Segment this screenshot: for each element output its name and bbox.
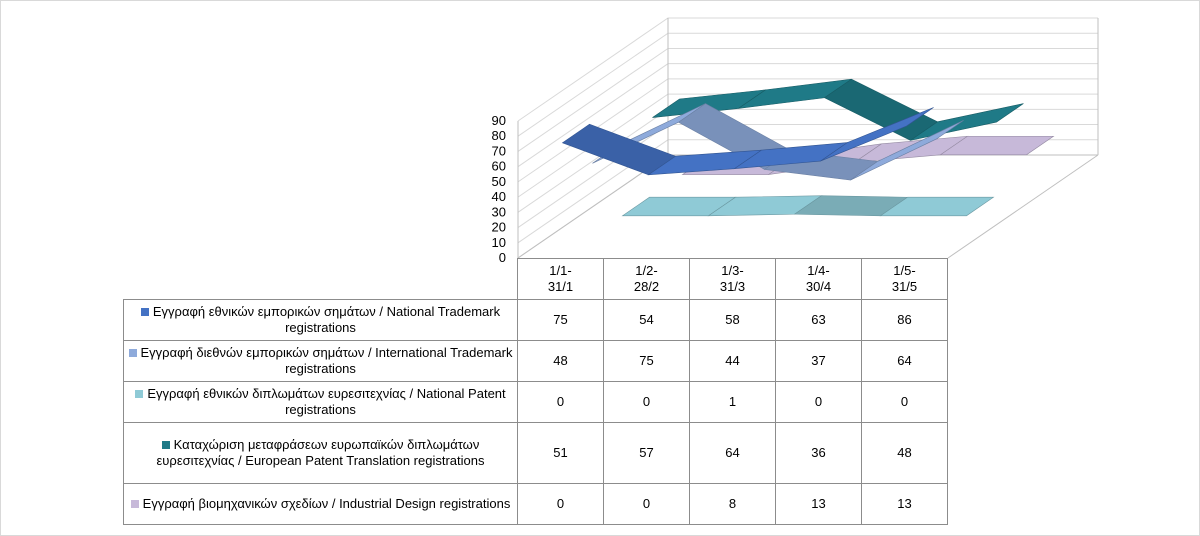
data-value-s1-c2: 54 [603, 299, 690, 341]
legend-key-5 [130, 500, 139, 508]
legend-key-4 [161, 441, 170, 449]
series-name: Εγγραφή βιομηχανικών σχεδίων / Industria… [142, 496, 511, 511]
data-value-s4-c2: 57 [603, 422, 690, 484]
series-ribbon-4 [652, 78, 1024, 141]
data-value-s4-c4: 36 [775, 422, 862, 484]
y-tick-label-80: 80 [492, 128, 506, 143]
data-value-s2-c5: 64 [861, 340, 948, 382]
data-value-s5-c3: 8 [689, 483, 776, 525]
data-value-s1-c3: 58 [689, 299, 776, 341]
series-label-3: Εγγραφή εθνικών διπλωμάτων ευρεσιτεχνίας… [123, 381, 518, 423]
data-value-s2-c1: 48 [517, 340, 604, 382]
ribbon-segment-s4-4 [910, 103, 1024, 141]
data-value-s2-c2: 75 [603, 340, 690, 382]
data-table-row: Εγγραφή εθνικών εμπορικών σημάτων / Nati… [123, 299, 948, 341]
y-tick-label-20: 20 [492, 220, 506, 235]
data-value-s4-c3: 64 [689, 422, 776, 484]
data-value-s5-c1: 0 [517, 483, 604, 525]
category-label-2: 1/2- 28/2 [603, 258, 690, 300]
series-ribbon-1 [561, 107, 934, 176]
category-label-5: 1/5- 31/5 [861, 258, 948, 300]
series-label-2: Εγγραφή διεθνών εμπορικών σημάτων / Inte… [123, 340, 518, 382]
data-table: 1/1- 31/1 1/2- 28/2 1/3- 31/3 1/4- 30/4 1/5- 31/5… [123, 258, 948, 525]
series-label-5: Εγγραφή βιομηχανικών σχεδίων / Industria… [123, 483, 518, 525]
data-table-header-row: 1/1- 31/1 1/2- 28/2 1/3- 31/3 1/4- 30/4 1/5- 31/5 [123, 258, 948, 300]
legend-key-3 [135, 390, 144, 398]
category-label-1: 1/1- 31/1 [517, 258, 604, 300]
data-table-corner [123, 258, 518, 300]
data-value-s4-c5: 48 [861, 422, 948, 484]
data-value-s2-c3: 44 [689, 340, 776, 382]
y-tick-label-50: 50 [492, 174, 506, 189]
data-table-row: Εγγραφή διεθνών εμπορικών σημάτων / Inte… [123, 340, 948, 382]
data-value-s1-c5: 86 [861, 299, 948, 341]
y-tick-label-70: 70 [492, 143, 506, 158]
series-ribbons [561, 78, 1055, 217]
wall-edge-3 [947, 154, 1099, 259]
y-tick-label-60: 60 [492, 159, 506, 174]
series-label-4: Καταχώριση μεταφράσεων ευρωπαϊκών διπλωμ… [123, 422, 518, 484]
series-ribbon-3 [621, 195, 995, 217]
data-value-s5-c4: 13 [775, 483, 862, 525]
series-name: Εγγραφή διεθνών εμπορικών σημάτων / Inte… [140, 345, 513, 376]
data-value-s3-c5: 0 [861, 381, 948, 423]
y-tick-label-30: 30 [492, 204, 506, 219]
data-value-s3-c1: 0 [517, 381, 604, 423]
y-tick-label-40: 40 [492, 189, 506, 204]
data-value-s3-c4: 0 [775, 381, 862, 423]
data-value-s1-c1: 75 [517, 299, 604, 341]
data-value-s2-c4: 37 [775, 340, 862, 382]
ribbon-segment-s3-4 [879, 196, 995, 217]
data-table-row: Εγγραφή βιομηχανικών σχεδίων / Industria… [123, 483, 948, 525]
legend-key-2 [128, 349, 137, 357]
series-name: Εγγραφή εθνικών διπλωμάτων ευρεσιτεχνίας… [147, 386, 506, 417]
category-label-4: 1/4- 30/4 [775, 258, 862, 300]
data-value-s3-c3: 1 [689, 381, 776, 423]
ribbon-segment-s1-4 [820, 107, 934, 162]
y-tick-label-0: 0 [499, 250, 506, 265]
data-value-s1-c4: 63 [775, 299, 862, 341]
data-value-s5-c2: 0 [603, 483, 690, 525]
data-table-row: Καταχώριση μεταφράσεων ευρωπαϊκών διπλωμ… [123, 422, 948, 484]
data-value-s4-c1: 51 [517, 422, 604, 484]
series-name: Εγγραφή εθνικών εμπορικών σημάτων / Nati… [152, 304, 501, 335]
ribbon-segment-s5-4 [939, 135, 1055, 156]
y-tick-label-10: 10 [492, 235, 506, 250]
ribbon-segment-s2-4 [850, 120, 964, 181]
series-name: Καταχώριση μεταφράσεων ευρωπαϊκών διπλωμ… [156, 437, 485, 468]
legend-key-1 [140, 308, 149, 316]
data-table-row: Εγγραφή εθνικών διπλωμάτων ευρεσιτεχνίας… [123, 381, 948, 423]
series-label-1: Εγγραφή εθνικών εμπορικών σημάτων / Nati… [123, 299, 518, 341]
data-value-s3-c2: 0 [603, 381, 690, 423]
y-tick-label-90: 90 [492, 113, 506, 128]
category-label-3: 1/3- 31/3 [689, 258, 776, 300]
data-value-s5-c5: 13 [861, 483, 948, 525]
